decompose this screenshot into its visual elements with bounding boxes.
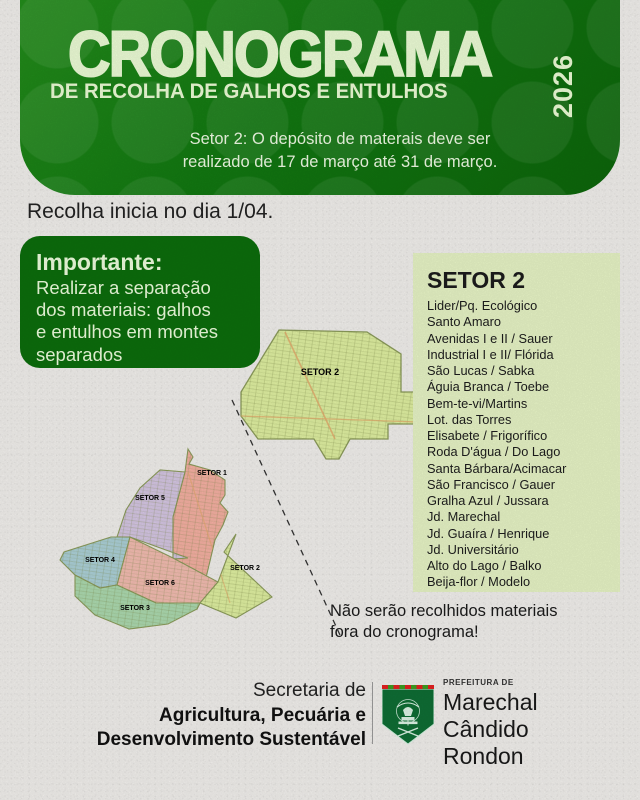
svg-text:SETOR 6: SETOR 6 — [145, 580, 175, 587]
svg-text:SETOR 2: SETOR 2 — [301, 367, 339, 377]
svg-text:SETOR 1: SETOR 1 — [197, 470, 227, 477]
svg-text:SETOR 4: SETOR 4 — [85, 557, 115, 564]
svg-text:SETOR 3: SETOR 3 — [120, 605, 150, 612]
svg-text:SETOR 2: SETOR 2 — [230, 565, 260, 572]
svg-text:SETOR 5: SETOR 5 — [135, 495, 165, 502]
